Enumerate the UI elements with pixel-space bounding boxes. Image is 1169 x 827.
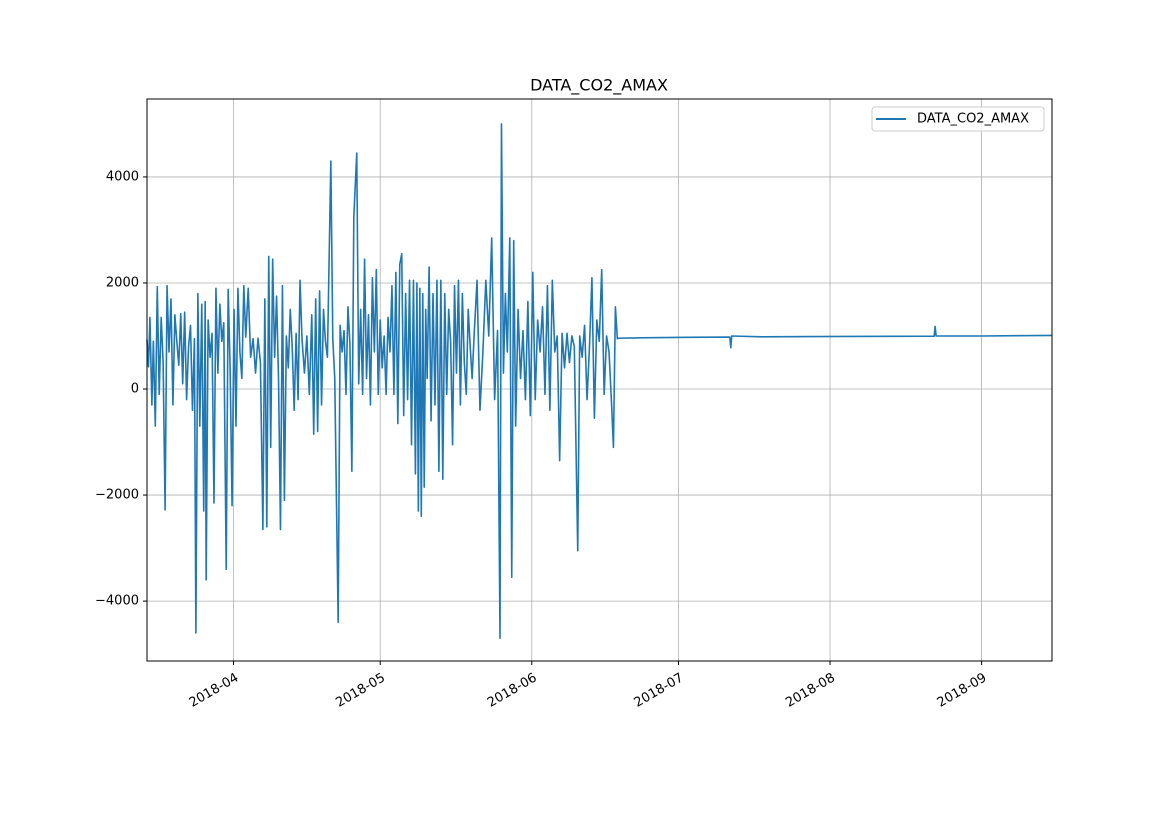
y-tick-label: −2000 bbox=[95, 488, 139, 503]
legend-label: DATA_CO2_AMAX bbox=[917, 112, 1029, 127]
x-tick-label: 2018-06 bbox=[485, 671, 540, 711]
legend-box bbox=[871, 106, 1045, 132]
y-tick-label: 4000 bbox=[106, 169, 139, 184]
y-tick-label: 2000 bbox=[106, 275, 139, 290]
y-tick-label: 0 bbox=[131, 382, 139, 397]
plot-frame bbox=[146, 98, 1053, 662]
chart-title: DATA_CO2_AMAX bbox=[530, 76, 668, 96]
x-tick-label: 2018-09 bbox=[935, 671, 990, 711]
x-tick-label: 2018-04 bbox=[187, 671, 242, 711]
x-tick-label: 2018-05 bbox=[333, 671, 388, 711]
data-line bbox=[146, 123, 1053, 639]
legend: DATA_CO2_AMAX bbox=[871, 106, 1045, 132]
x-tick-label: 2018-08 bbox=[783, 671, 838, 711]
x-tick-label: 2018-07 bbox=[632, 671, 687, 711]
y-tick-label: −4000 bbox=[95, 594, 139, 609]
